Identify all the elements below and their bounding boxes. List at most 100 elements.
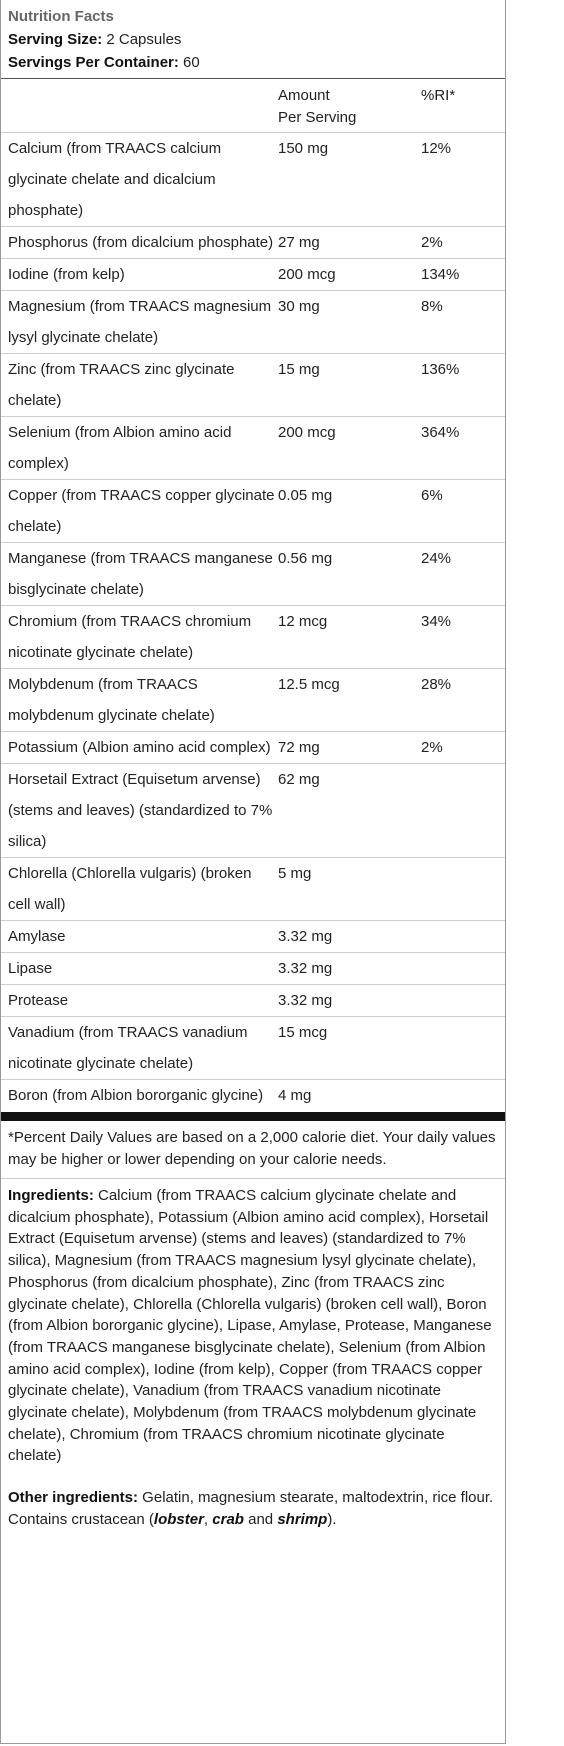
nutrient-ri bbox=[421, 952, 505, 985]
serving-size: Serving Size: 2 Capsules bbox=[8, 28, 505, 51]
other-ingredients-label: Other ingredients: bbox=[8, 1489, 139, 1507]
nutrient-name: Phosphorus (from dicalcium phosphate) bbox=[1, 226, 278, 259]
servings-label: Servings Per Container: bbox=[8, 54, 179, 71]
nutrient-ri: 134% bbox=[421, 258, 505, 291]
nutrient-amount: 4 mg bbox=[278, 1079, 421, 1111]
nutrient-name: Potassium (Albion amino acid complex) bbox=[1, 731, 278, 764]
servings-per-container: Servings Per Container: 60 bbox=[8, 51, 505, 74]
nutrient-amount: 150 mg bbox=[278, 132, 421, 227]
allergen-shrimp: shrimp bbox=[277, 1510, 328, 1528]
allergen-crab: crab bbox=[212, 1510, 244, 1528]
nutrient-name: Chromium (from TRAACS chromium nicotinat… bbox=[1, 605, 278, 669]
nutrient-ri bbox=[421, 1079, 505, 1111]
nutrient-row: Copper (from TRAACS copper glycinate che… bbox=[1, 479, 505, 543]
nutrient-name: Chlorella (Chlorella vulgaris) (broken c… bbox=[1, 857, 278, 921]
daily-values-footnote: *Percent Daily Values are based on a 2,0… bbox=[1, 1121, 505, 1179]
nutrient-table: Amount Per Serving %RI* Calcium (from TRA… bbox=[1, 79, 505, 1111]
serving-size-label: Serving Size: bbox=[8, 31, 103, 48]
nutrient-ri: 12% bbox=[421, 132, 505, 227]
nutrient-row: Horsetail Extract (Equisetum arvense) (s… bbox=[1, 763, 505, 858]
nutrient-ri bbox=[421, 920, 505, 953]
nutrient-ri: 136% bbox=[421, 353, 505, 417]
nutrient-amount: 12.5 mcg bbox=[278, 668, 421, 732]
nutrient-name: Selenium (from Albion amino acid complex… bbox=[1, 416, 278, 480]
ingredients-section: Ingredients: Calcium (from TRAACS calciu… bbox=[1, 1179, 505, 1467]
nutrient-row: Amylase 3.32 mg bbox=[1, 920, 505, 953]
nutrient-row: Zinc (from TRAACS zinc glycinate chelate… bbox=[1, 353, 505, 417]
nutrient-row: Iodine (from kelp) 200 mcg 134% bbox=[1, 258, 505, 291]
nutrient-ri: 8% bbox=[421, 290, 505, 354]
nutrient-amount: 15 mcg bbox=[278, 1016, 421, 1080]
nutrient-amount: 30 mg bbox=[278, 290, 421, 354]
header-amount-line-1: Amount bbox=[278, 87, 330, 104]
nutrient-name: Protease bbox=[1, 984, 278, 1017]
ingredients-label: Ingredients: bbox=[8, 1187, 94, 1204]
nutrient-amount: 72 mg bbox=[278, 731, 421, 764]
nutrient-amount: 12 mcg bbox=[278, 605, 421, 669]
nutrient-row: Boron (from Albion bororganic glycine) 4 … bbox=[1, 1079, 505, 1111]
nutrient-row: Molybdenum (from TRAACS molybdenum glyci… bbox=[1, 668, 505, 732]
nutrient-row: Selenium (from Albion amino acid complex… bbox=[1, 416, 505, 480]
nutrient-ri bbox=[421, 857, 505, 921]
nutrient-row: Phosphorus (from dicalcium phosphate) 27 … bbox=[1, 226, 505, 259]
header-divider bbox=[1, 78, 505, 79]
header-name-cell bbox=[1, 79, 278, 133]
nutrient-amount: 3.32 mg bbox=[278, 920, 421, 953]
nutrient-ri: 2% bbox=[421, 226, 505, 259]
nutrient-name: Copper (from TRAACS copper glycinate che… bbox=[1, 479, 278, 543]
nutrient-amount: 15 mg bbox=[278, 353, 421, 417]
nutrient-amount: 3.32 mg bbox=[278, 952, 421, 985]
nutrient-name: Boron (from Albion bororganic glycine) bbox=[1, 1079, 278, 1111]
nutrient-row: Lipase 3.32 mg bbox=[1, 952, 505, 985]
nutrient-ri: 28% bbox=[421, 668, 505, 732]
nutrient-ri: 34% bbox=[421, 605, 505, 669]
other-ingredients-text-2: ). bbox=[327, 1510, 337, 1528]
nutrient-ri bbox=[421, 763, 505, 858]
other-ingredients-section: Other ingredients: Gelatin, magnesium st… bbox=[1, 1467, 505, 1530]
nutrient-name: Molybdenum (from TRAACS molybdenum glyci… bbox=[1, 668, 278, 732]
nutrient-ri: 24% bbox=[421, 542, 505, 606]
nutrient-row: Chromium (from TRAACS chromium nicotinat… bbox=[1, 605, 505, 669]
nutrient-amount: 0.05 mg bbox=[278, 479, 421, 543]
allergen-sep-1: , bbox=[203, 1510, 213, 1528]
panel-header: Nutrition Facts Serving Size: 2 Capsules… bbox=[1, 0, 505, 74]
nutrient-name: Lipase bbox=[1, 952, 278, 985]
nutrient-amount: 3.32 mg bbox=[278, 984, 421, 1017]
nutrient-row: Vanadium (from TRAACS vanadium nicotinat… bbox=[1, 1016, 505, 1080]
header-ri-cell: %RI* bbox=[421, 87, 456, 104]
nutrient-name: Amylase bbox=[1, 920, 278, 953]
nutrient-name: Calcium (from TRAACS calcium glycinate c… bbox=[1, 132, 278, 227]
nutrient-amount: 62 mg bbox=[278, 763, 421, 858]
nutrient-name: Iodine (from kelp) bbox=[1, 258, 278, 291]
other-ingredients-text-1: Gelatin, magnesium stearate, maltodextri… bbox=[8, 1489, 494, 1528]
nutrient-amount: 5 mg bbox=[278, 857, 421, 921]
nutrient-ri bbox=[421, 1016, 505, 1080]
nutrient-amount: 200 mcg bbox=[278, 258, 421, 291]
panel-title: Nutrition Facts bbox=[8, 8, 114, 25]
nutrient-name: Manganese (from TRAACS manganese bisglyc… bbox=[1, 542, 278, 606]
nutrient-amount: 200 mcg bbox=[278, 416, 421, 480]
nutrient-name: Horsetail Extract (Equisetum arvense) (s… bbox=[1, 763, 278, 858]
serving-size-value: 2 Capsules bbox=[102, 31, 182, 48]
nutrient-ri: 364% bbox=[421, 416, 505, 480]
allergen-lobster: lobster bbox=[153, 1510, 204, 1528]
thick-divider bbox=[1, 1112, 505, 1121]
nutrient-ri bbox=[421, 984, 505, 1017]
allergen-sep-2: and bbox=[243, 1510, 278, 1528]
header-amount-line-2: Per Serving bbox=[278, 109, 357, 126]
nutrient-ri: 6% bbox=[421, 479, 505, 543]
ingredients-text: Calcium (from TRAACS calcium glycinate c… bbox=[8, 1187, 492, 1465]
nutrient-row: Protease 3.32 mg bbox=[1, 984, 505, 1017]
nutrient-row: Chlorella (Chlorella vulgaris) (broken c… bbox=[1, 857, 505, 921]
nutrient-row: Magnesium (from TRAACS magnesium lysyl g… bbox=[1, 290, 505, 354]
nutrient-row: Calcium (from TRAACS calcium glycinate c… bbox=[1, 132, 505, 227]
nutrient-amount: 0.56 mg bbox=[278, 542, 421, 606]
servings-value: 60 bbox=[178, 54, 200, 71]
nutrient-row: Potassium (Albion amino acid complex) 72 … bbox=[1, 731, 505, 764]
nutrient-name: Magnesium (from TRAACS magnesium lysyl g… bbox=[1, 290, 278, 354]
header-amount-cell: Amount Per Serving bbox=[278, 79, 421, 133]
nutrient-name: Vanadium (from TRAACS vanadium nicotinat… bbox=[1, 1016, 278, 1080]
nutrition-facts-panel: Nutrition Facts Serving Size: 2 Capsules… bbox=[0, 0, 506, 1744]
nutrient-name: Zinc (from TRAACS zinc glycinate chelate… bbox=[1, 353, 278, 417]
nutrient-ri: 2% bbox=[421, 731, 505, 764]
